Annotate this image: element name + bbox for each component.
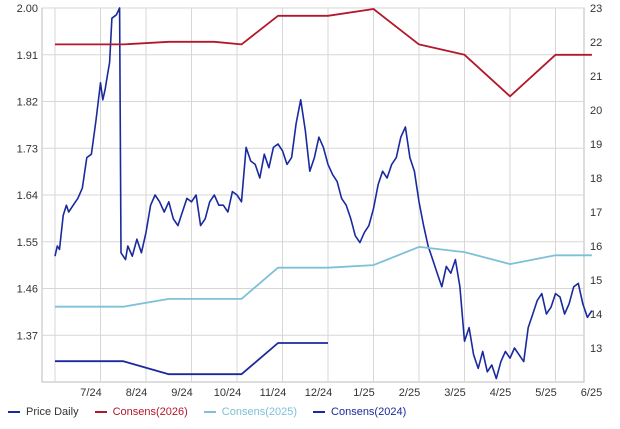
x-tick-label: 10/24 [214, 387, 242, 399]
x-tick-label: 8/24 [126, 387, 147, 399]
y-left-tick-label: 1.91 [17, 50, 38, 62]
axis-layer: 2.00 1.91 1.82 1.73 1.64 1.55 1.46 1.37 23 22 21 20… [17, 3, 603, 399]
y-left-tick-label: 2.00 [17, 3, 38, 15]
x-tick-label: 11/24 [260, 387, 287, 399]
y-left-tick-label: 1.73 [17, 143, 38, 155]
x-tick-label: 5/25 [535, 387, 556, 399]
y-left-tick-label: 1.55 [17, 237, 38, 249]
y-right-tick-label: 21 [590, 71, 602, 83]
x-tick-label: 3/25 [444, 387, 465, 399]
legend-item: Consens(2026) [94, 404, 188, 420]
series-line-consens-2025 [55, 246, 592, 308]
y-right-tick-label: 22 [590, 37, 602, 49]
y-right-tick-label: 23 [590, 3, 602, 15]
x-tick-label: 4/25 [490, 387, 511, 399]
y-right-tick-label: 13 [590, 343, 602, 355]
y-right-tick-label: 18 [590, 173, 602, 185]
y-left-tick-label: 1.46 [17, 284, 38, 296]
legend-label: Consens(2025) [221, 406, 298, 418]
series-line-consens-2024 [55, 342, 328, 376]
y-right-tick-label: 19 [590, 139, 602, 151]
legend-swatch [8, 411, 20, 413]
legend-label: Consens(2024) [331, 406, 407, 418]
grid-layer [42, 7, 584, 382]
x-tick-label: 2/25 [399, 387, 420, 399]
y-left-tick-label: 1.37 [17, 330, 38, 342]
x-tick-label: 9/24 [171, 387, 192, 399]
series-line-consens-2026 [55, 8, 592, 98]
y-right-tick-label: 16 [590, 241, 602, 253]
y-left-tick-label: 1.64 [17, 190, 38, 202]
y-right-tick-label: 17 [590, 207, 602, 219]
y-right-tick-label: 15 [590, 275, 602, 287]
legend-item: Consens(2024) [313, 404, 406, 420]
legend-label: Consens(2026) [112, 406, 188, 418]
y-left-tick-label: 1.82 [17, 97, 38, 109]
legend: Price Daily Consens(2026) Consens(2025) Con… [8, 404, 612, 420]
series-line-price-daily [54, 7, 593, 380]
legend-swatch [94, 411, 107, 413]
x-tick-label: 12/24 [305, 387, 333, 399]
x-tick-label: 1/25 [353, 387, 374, 399]
x-tick-label: 7/24 [80, 387, 101, 399]
legend-swatch [313, 411, 326, 413]
legend-label: Price Daily [26, 406, 79, 418]
y-right-tick-label: 20 [590, 105, 602, 117]
series-layer [54, 7, 593, 380]
legend-swatch [203, 411, 216, 413]
y-right-tick-label: 14 [590, 309, 602, 321]
x-tick-label: 6/25 [581, 387, 602, 399]
legend-item: Price Daily [8, 404, 79, 420]
legend-item: Consens(2025) [203, 404, 298, 420]
